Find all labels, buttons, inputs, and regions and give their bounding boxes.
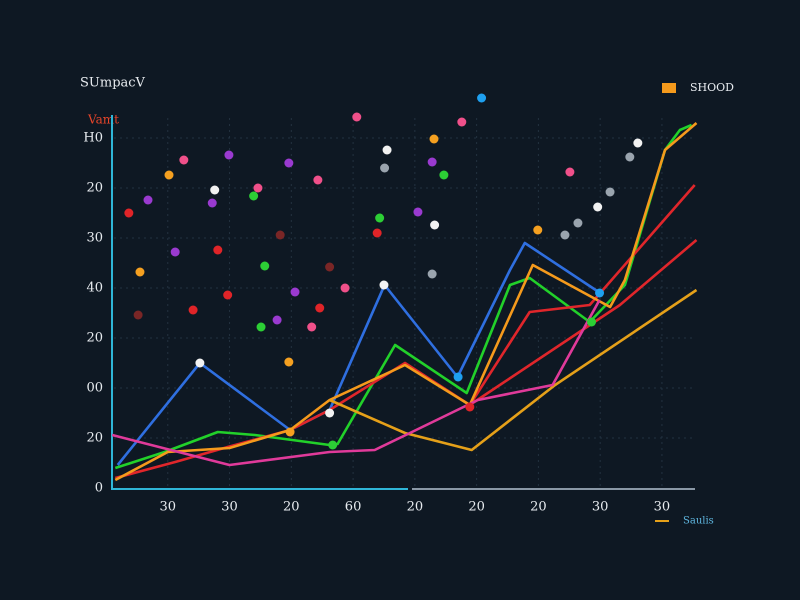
line <box>111 299 601 467</box>
dot <box>275 230 285 240</box>
dot <box>573 218 583 228</box>
dot <box>328 440 338 450</box>
line <box>329 288 698 452</box>
legend-label: Saulis <box>683 516 714 527</box>
x-tick-label: 20 <box>283 500 300 515</box>
y-tick-label: 0 <box>95 481 103 496</box>
dot <box>372 228 382 238</box>
dot <box>533 225 543 235</box>
dot <box>565 167 575 177</box>
dot <box>352 112 362 122</box>
dot <box>427 157 437 167</box>
dot <box>633 138 643 148</box>
dot <box>164 170 174 180</box>
dot <box>223 290 233 300</box>
dot <box>382 145 392 155</box>
dot <box>284 357 294 367</box>
y-tick-label: 20 <box>86 431 103 446</box>
legend-label: SHOOD <box>690 81 734 94</box>
dot <box>284 158 294 168</box>
x-tick-label: 30 <box>159 500 176 515</box>
x-tick-label: 20 <box>407 500 424 515</box>
dot <box>427 269 437 279</box>
dot <box>195 358 205 368</box>
dot <box>315 303 325 313</box>
y-tick-label: 20 <box>86 331 103 346</box>
dot <box>307 322 317 332</box>
dot <box>477 93 487 103</box>
x-tick-label: 30 <box>654 500 671 515</box>
dot <box>213 245 223 255</box>
dot <box>429 134 439 144</box>
dot <box>430 220 440 230</box>
dot <box>560 230 570 240</box>
dot <box>124 208 134 218</box>
dot <box>465 402 475 412</box>
dot <box>272 315 282 325</box>
legend-swatch <box>662 83 676 93</box>
dot <box>413 207 423 217</box>
dot <box>453 372 463 382</box>
dot <box>290 287 300 297</box>
dot <box>457 117 467 127</box>
dot <box>188 305 198 315</box>
x-tick-label: 60 <box>345 500 362 515</box>
dot <box>375 213 385 223</box>
dot <box>224 150 234 160</box>
dot <box>179 155 189 165</box>
dot <box>593 202 603 212</box>
y-tick-label: H0 <box>83 131 103 146</box>
dot <box>285 427 295 437</box>
dot <box>340 283 350 293</box>
x-tick-label: 30 <box>221 500 238 515</box>
dot <box>133 310 143 320</box>
line <box>469 239 698 407</box>
y-tick-label: 00 <box>86 381 103 396</box>
dot <box>587 317 597 327</box>
chart-title: SUmpacV <box>80 76 146 91</box>
dot <box>313 175 323 185</box>
dot <box>595 288 605 298</box>
line <box>114 184 696 480</box>
dot <box>605 187 615 197</box>
dot <box>170 247 180 257</box>
dot <box>325 262 335 272</box>
dot <box>210 185 220 195</box>
y-tick-label: 20 <box>86 181 103 196</box>
y-tick-label: 30 <box>86 231 103 246</box>
dot <box>625 152 635 162</box>
dot <box>260 261 270 271</box>
dot <box>439 170 449 180</box>
dot <box>325 408 335 418</box>
dot <box>379 280 389 290</box>
line <box>114 122 698 482</box>
dot <box>253 183 263 193</box>
y-tick-label: 40 <box>86 281 103 296</box>
dot <box>249 191 259 201</box>
x-tick-label: 20 <box>468 500 485 515</box>
x-tick-label: 30 <box>592 500 609 515</box>
dot <box>380 163 390 173</box>
dot <box>207 198 217 208</box>
y-axis-label: Vamt <box>87 113 119 127</box>
dot <box>143 195 153 205</box>
dot <box>256 322 266 332</box>
x-tick-label: 20 <box>530 500 547 515</box>
dot <box>135 267 145 277</box>
